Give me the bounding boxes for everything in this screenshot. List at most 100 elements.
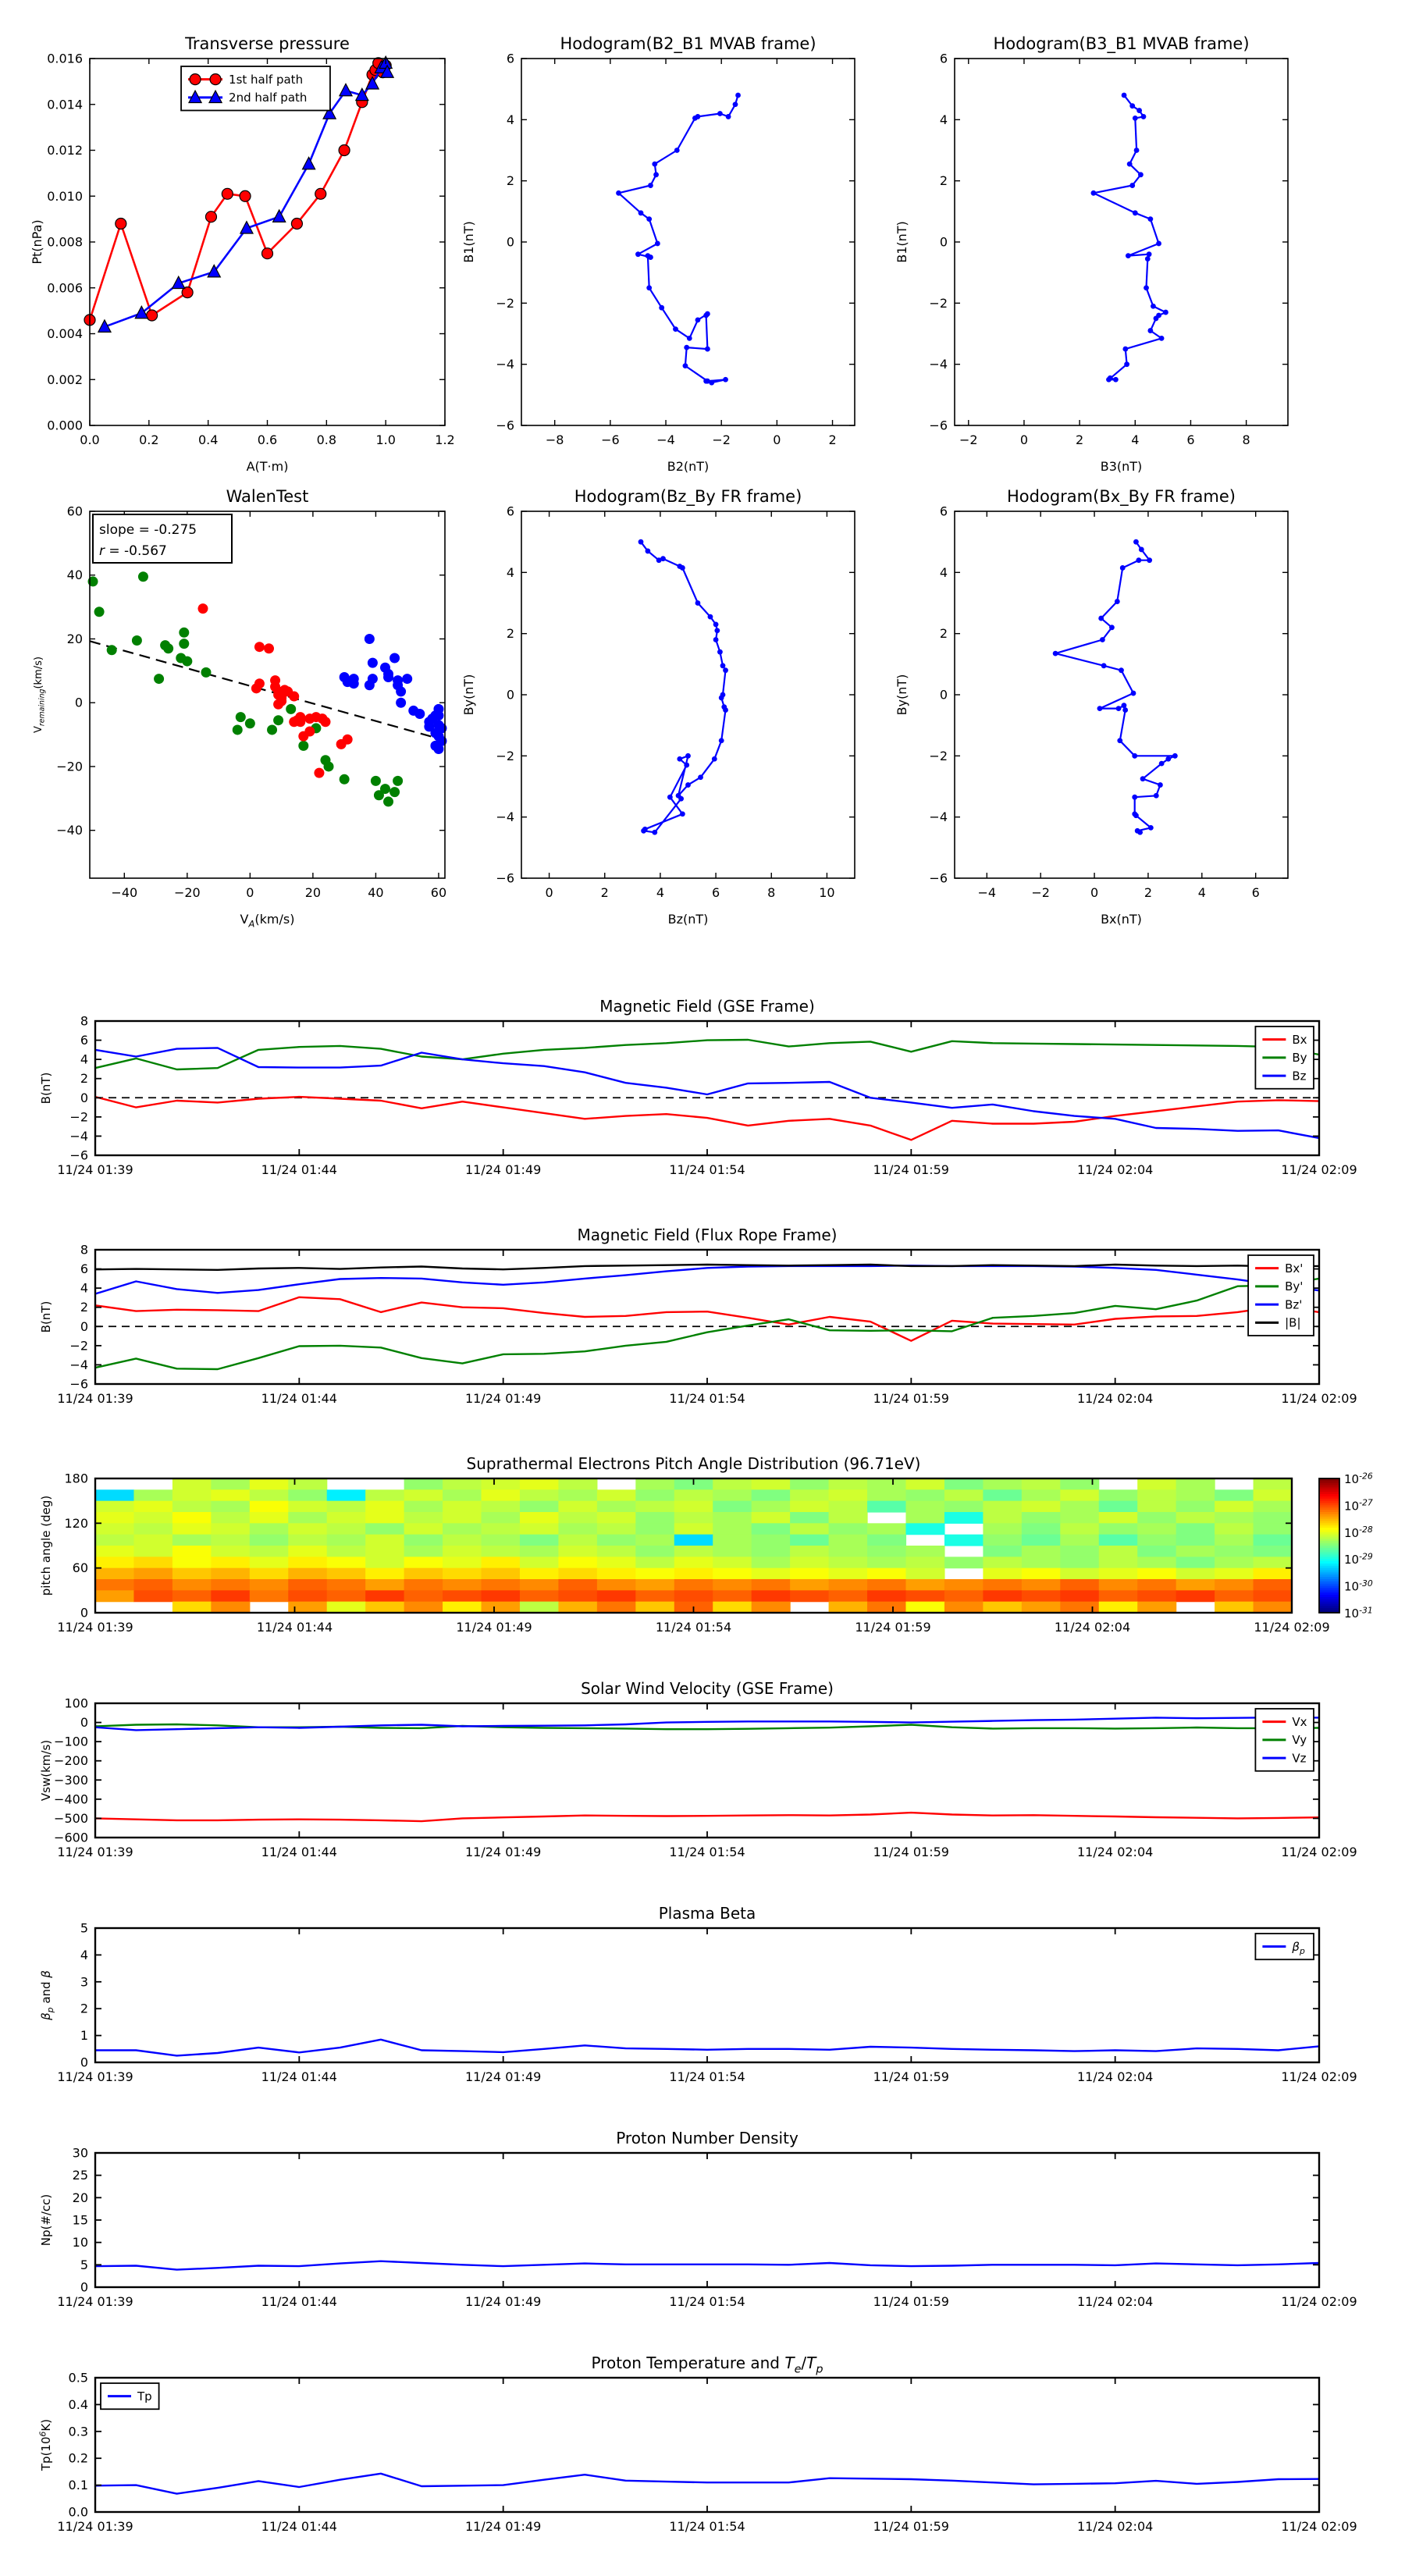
panel-title: Suprathermal Electrons Pitch Angle Distr… bbox=[467, 1454, 921, 1473]
y-tick-label: 5 bbox=[80, 1921, 88, 1936]
legend: βp bbox=[1254, 1933, 1314, 1961]
y-tick-label: 0.006 bbox=[47, 280, 83, 295]
x-tick-label: 11/24 02:09 bbox=[1281, 2069, 1357, 2084]
panel-title: Solar Wind Velocity (GSE Frame) bbox=[581, 1679, 834, 1698]
legend-item-label: 2nd half path bbox=[229, 91, 307, 105]
y-tick-label: −4 bbox=[69, 1357, 88, 1372]
y-tick-label: 4 bbox=[507, 112, 514, 127]
legend-item-label: By bbox=[1292, 1051, 1307, 1065]
y-tick-label: 0 bbox=[80, 1715, 88, 1730]
y-axis-label: B(nT) bbox=[39, 1073, 53, 1105]
x-tick-label: 11/24 01:59 bbox=[855, 1620, 930, 1635]
y-tick-label: 0 bbox=[80, 2280, 88, 2295]
legend-item-label: |B| bbox=[1285, 1316, 1300, 1330]
y-tick-label: −4 bbox=[496, 809, 514, 824]
y-tick-label: 6 bbox=[940, 52, 948, 66]
x-tick-label: 11/24 02:04 bbox=[1077, 1845, 1153, 1859]
x-tick-label: 11/24 02:09 bbox=[1281, 2294, 1357, 2309]
axis-ticks bbox=[94, 1927, 1320, 2063]
mf-fr-panel: 11/24 01:39 11/24 01:44 11/24 01:49 11/24 0… bbox=[39, 1226, 1357, 1406]
hodogram-bx-by-panel: −4 −2 0 2 4 6 −6 −4 −2 0 2 4 6 Hodogram(Bx_By FR fram… bbox=[895, 487, 1289, 927]
legend-item-label: Vy bbox=[1292, 1733, 1307, 1747]
axis-ticks bbox=[94, 1249, 1320, 1385]
axis-ticks bbox=[94, 2152, 1320, 2288]
series-np bbox=[94, 2260, 1320, 2271]
series-vz bbox=[94, 1716, 1320, 1731]
x-tick-label: 0.4 bbox=[198, 432, 218, 447]
x-tick-label: 11/24 01:59 bbox=[873, 2294, 949, 2309]
y-tick-label: 0 bbox=[75, 696, 83, 710]
y-axis-label: By(nT) bbox=[895, 674, 909, 716]
annotation-r: r = -0.567 bbox=[99, 543, 167, 559]
annotation-slope: slope = -0.275 bbox=[99, 522, 197, 538]
x-tick-label: 11/24 01:54 bbox=[669, 1162, 745, 1177]
y-tick-label: 8 bbox=[80, 1243, 88, 1258]
y-tick-label: 0.004 bbox=[47, 326, 83, 341]
x-tick-label: 11/24 01:39 bbox=[57, 1620, 133, 1635]
panel-title: WalenTest bbox=[226, 487, 309, 506]
x-tick-label: 11/24 01:54 bbox=[669, 2519, 745, 2534]
x-tick-label: 11/24 02:09 bbox=[1254, 1620, 1329, 1635]
series-p bbox=[95, 2038, 1320, 2057]
x-tick-label: 11/24 01:39 bbox=[57, 2519, 133, 2534]
y-tick-label: 2 bbox=[507, 626, 514, 641]
y-tick-label: 0.008 bbox=[47, 235, 83, 250]
x-tick-label: 11/24 01:54 bbox=[656, 1620, 731, 1635]
x-tick-label: 1.2 bbox=[435, 432, 454, 447]
x-tick-label: −4 bbox=[656, 432, 675, 447]
x-tick-label: 11/24 02:09 bbox=[1281, 1162, 1357, 1177]
y-axis-label: Np(#/cc) bbox=[39, 2194, 53, 2247]
x-tick-label: 6 bbox=[1252, 885, 1260, 900]
x-tick-label: 8 bbox=[767, 885, 775, 900]
x-tick-label: 11/24 01:59 bbox=[873, 1391, 949, 1406]
electron-pad-panel: 10-26 10-27 10-28 10-29 10-30 10-31 11/24 01:3… bbox=[39, 1454, 1373, 1635]
x-tick-label: 11/24 02:09 bbox=[1281, 1845, 1357, 1859]
y-tick-label: −2 bbox=[929, 749, 948, 763]
x-tick-label: 11/24 02:09 bbox=[1281, 1391, 1357, 1406]
y-tick-label: 20 bbox=[67, 632, 83, 646]
y-tick-label: −20 bbox=[56, 759, 83, 774]
y-tick-label: −500 bbox=[54, 1811, 88, 1826]
legend: Tp bbox=[100, 2382, 160, 2411]
y-tick-label: −4 bbox=[929, 809, 948, 824]
y-tick-label: −6 bbox=[496, 871, 514, 886]
series-bvectorpath bbox=[1052, 539, 1178, 835]
y-tick-label: −2 bbox=[496, 296, 514, 311]
x-tick-label: 11/24 01:39 bbox=[57, 1162, 133, 1177]
x-tick-label: 0 bbox=[246, 885, 254, 900]
x-tick-label: 11/24 01:44 bbox=[261, 2069, 337, 2084]
colorbar-tick-label: 10-31 bbox=[1344, 1605, 1373, 1621]
x-tick-label: 8 bbox=[1243, 432, 1250, 447]
colorbar-tick-label: 10-28 bbox=[1344, 1525, 1373, 1540]
series-bx bbox=[94, 1296, 1320, 1342]
y-tick-label: 0.002 bbox=[47, 372, 83, 387]
x-axis-label: Bz(nT) bbox=[668, 912, 709, 927]
y-tick-label: 2 bbox=[80, 1300, 88, 1315]
series-vx bbox=[94, 1811, 1320, 1823]
y-tick-label: 6 bbox=[80, 1033, 88, 1048]
y-tick-label: 4 bbox=[940, 565, 948, 580]
x-tick-label: 11/24 01:39 bbox=[57, 2069, 133, 2084]
y-axis-label: B1(nT) bbox=[461, 221, 476, 263]
x-tick-label: 11/24 01:49 bbox=[465, 2519, 541, 2534]
y-tick-label: −6 bbox=[69, 1148, 88, 1163]
legend-item-label: Vz bbox=[1292, 1751, 1306, 1765]
y-axis-label: By(nT) bbox=[461, 674, 476, 716]
series-tp bbox=[94, 2472, 1320, 2495]
legend-item-label: Vx bbox=[1292, 1715, 1307, 1729]
y-tick-label: 0.2 bbox=[69, 2451, 88, 2466]
x-tick-label: 2 bbox=[1144, 885, 1152, 900]
hodogram-b2-b1-panel: −8 −6 −4 −2 0 2 −6 −4 −2 0 2 4 6 Hodogram(B2_B1 MVAB … bbox=[461, 34, 855, 474]
panel-title: Proton Temperature and Te/Tp bbox=[591, 2354, 823, 2376]
x-tick-label: 40 bbox=[368, 885, 383, 900]
x-tick-label: −6 bbox=[601, 432, 620, 447]
y-tick-label: 3 bbox=[80, 1974, 88, 1989]
panel-title: Proton Number Density bbox=[616, 2129, 799, 2147]
x-tick-label: −2 bbox=[1031, 885, 1050, 900]
y-tick-label: −400 bbox=[54, 1791, 88, 1806]
panel-title: Magnetic Field (GSE Frame) bbox=[599, 997, 815, 1016]
x-tick-label: 0 bbox=[545, 885, 553, 900]
y-tick-label: 25 bbox=[73, 2168, 88, 2183]
